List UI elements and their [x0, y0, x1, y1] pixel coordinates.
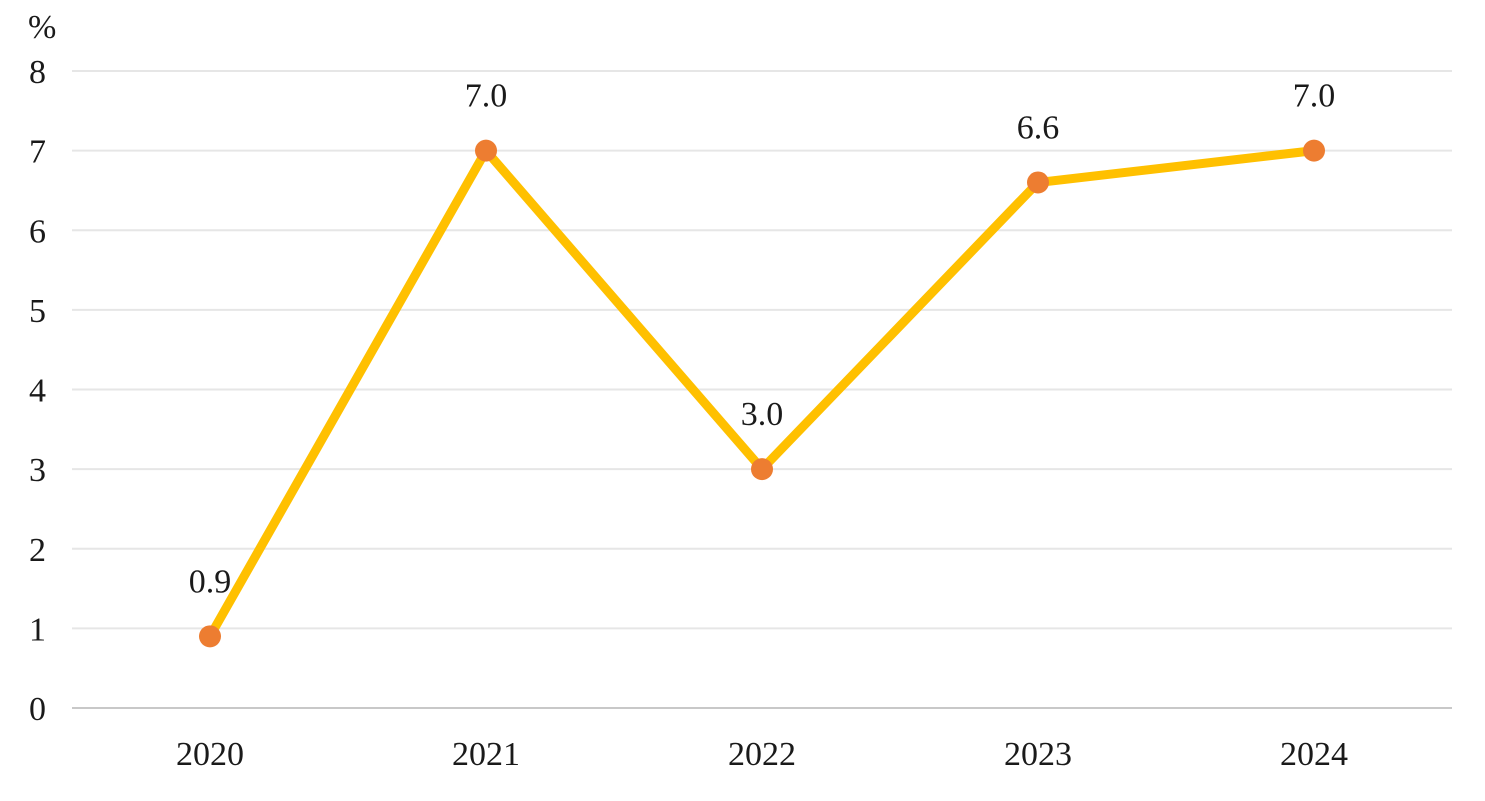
x-tick-label: 2020 — [176, 736, 244, 773]
x-axis-tick-labels: 2020 2021 2022 2023 2024 — [176, 736, 1348, 773]
data-point — [475, 139, 497, 162]
series-line — [205, 142, 1319, 641]
y-tick-label: 6 — [29, 213, 46, 250]
data-point — [751, 458, 773, 481]
x-tick-label: 2023 — [1004, 736, 1072, 773]
series-markers — [199, 139, 1325, 648]
gridlines — [72, 70, 1452, 709]
series-line-path — [205, 142, 1319, 641]
data-point — [1027, 171, 1049, 194]
y-tick-label: 3 — [29, 452, 46, 489]
y-tick-label: 2 — [29, 532, 46, 569]
x-tick-label: 2022 — [728, 736, 796, 773]
x-tick-label: 2024 — [1280, 736, 1348, 773]
data-labels: 0.9 7.0 3.0 6.6 7.0 — [189, 78, 1336, 601]
data-label: 6.6 — [1017, 109, 1060, 146]
data-point — [1303, 139, 1325, 162]
y-tick-label: 8 — [29, 54, 46, 91]
y-tick-label: 0 — [29, 691, 46, 728]
y-tick-label: 4 — [29, 373, 46, 410]
data-label: 0.9 — [189, 563, 232, 600]
x-tick-label: 2021 — [452, 736, 520, 773]
y-tick-label: 1 — [29, 611, 46, 648]
data-label: 7.0 — [1293, 78, 1336, 115]
y-tick-label: 5 — [29, 293, 46, 330]
data-label: 7.0 — [465, 78, 508, 115]
data-label: 3.0 — [741, 396, 784, 433]
data-point — [199, 625, 221, 648]
y-axis-tick-labels: 0 1 2 3 4 5 6 7 8 — [29, 54, 46, 728]
y-unit-label: % — [28, 9, 56, 46]
y-tick-label: 7 — [29, 134, 46, 171]
